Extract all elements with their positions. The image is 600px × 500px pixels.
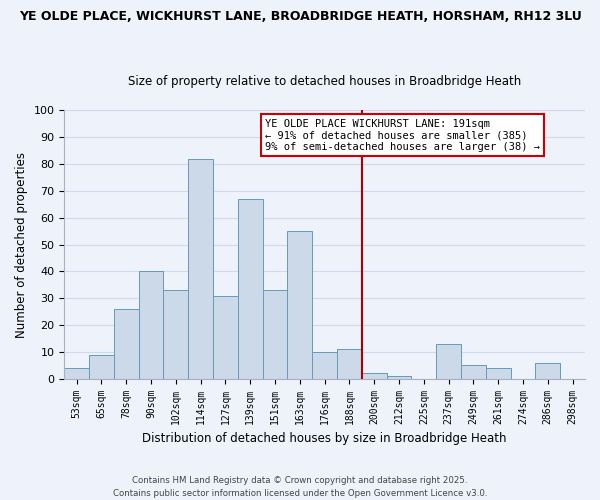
Text: Contains HM Land Registry data © Crown copyright and database right 2025.
Contai: Contains HM Land Registry data © Crown c… — [113, 476, 487, 498]
Bar — [263, 290, 287, 378]
Bar — [535, 362, 560, 378]
Bar — [139, 272, 163, 378]
Bar — [188, 159, 213, 378]
Bar — [114, 309, 139, 378]
Bar — [436, 344, 461, 378]
X-axis label: Distribution of detached houses by size in Broadbridge Heath: Distribution of detached houses by size … — [142, 432, 507, 445]
Y-axis label: Number of detached properties: Number of detached properties — [15, 152, 28, 338]
Bar — [312, 352, 337, 378]
Title: Size of property relative to detached houses in Broadbridge Heath: Size of property relative to detached ho… — [128, 76, 521, 88]
Bar — [386, 376, 412, 378]
Text: YE OLDE PLACE WICKHURST LANE: 191sqm
← 91% of detached houses are smaller (385)
: YE OLDE PLACE WICKHURST LANE: 191sqm ← 9… — [265, 118, 540, 152]
Bar — [89, 354, 114, 378]
Bar — [461, 366, 486, 378]
Text: YE OLDE PLACE, WICKHURST LANE, BROADBRIDGE HEATH, HORSHAM, RH12 3LU: YE OLDE PLACE, WICKHURST LANE, BROADBRID… — [19, 10, 581, 23]
Bar — [213, 296, 238, 378]
Bar — [238, 199, 263, 378]
Bar — [337, 349, 362, 378]
Bar — [287, 231, 312, 378]
Bar — [64, 368, 89, 378]
Bar — [362, 374, 386, 378]
Bar — [486, 368, 511, 378]
Bar — [163, 290, 188, 378]
